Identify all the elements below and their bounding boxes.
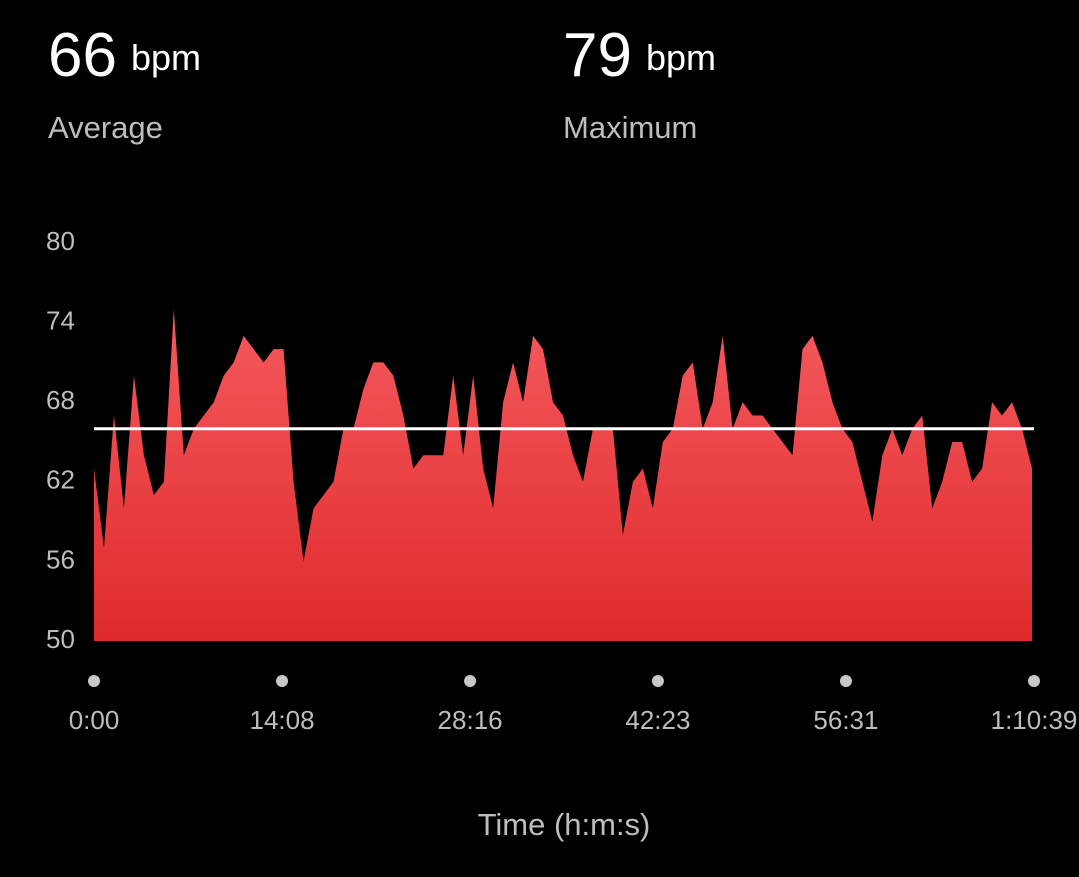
x-tick-label: 42:23 <box>625 705 690 735</box>
x-tick-dot <box>651 675 664 687</box>
x-tick-label: 0:00 <box>69 705 120 735</box>
y-tick-label: 50 <box>46 624 75 654</box>
stat-label: Average <box>48 110 163 145</box>
stat-unit: bpm <box>131 37 201 78</box>
y-tick-label: 80 <box>46 226 75 256</box>
x-tick-dot <box>1028 675 1040 687</box>
x-tick-dot <box>839 675 852 687</box>
y-tick-label: 68 <box>46 385 75 415</box>
x-axis-title: Time (h:m:s) <box>478 807 651 842</box>
stat: 66 bpm <box>48 21 201 90</box>
stat-value: 66 <box>48 21 117 90</box>
stat-value: 79 <box>563 21 632 90</box>
stat: 79 bpm <box>563 21 716 90</box>
stat-unit: bpm <box>646 37 716 78</box>
x-tick-dot <box>464 675 477 687</box>
x-tick-label: 1:10:39 <box>991 705 1078 735</box>
area <box>94 309 1033 641</box>
y-tick-label: 56 <box>46 544 75 574</box>
stat-label: Maximum <box>563 110 697 145</box>
x-tick-label: 14:08 <box>250 705 315 735</box>
x-tick-label: 56:31 <box>813 705 878 735</box>
y-tick-label: 62 <box>46 465 75 495</box>
x-tick-label: 28:16 <box>438 705 503 735</box>
x-tick-dot <box>88 675 100 687</box>
y-tick-label: 74 <box>46 305 75 335</box>
x-tick-dot <box>276 675 289 687</box>
